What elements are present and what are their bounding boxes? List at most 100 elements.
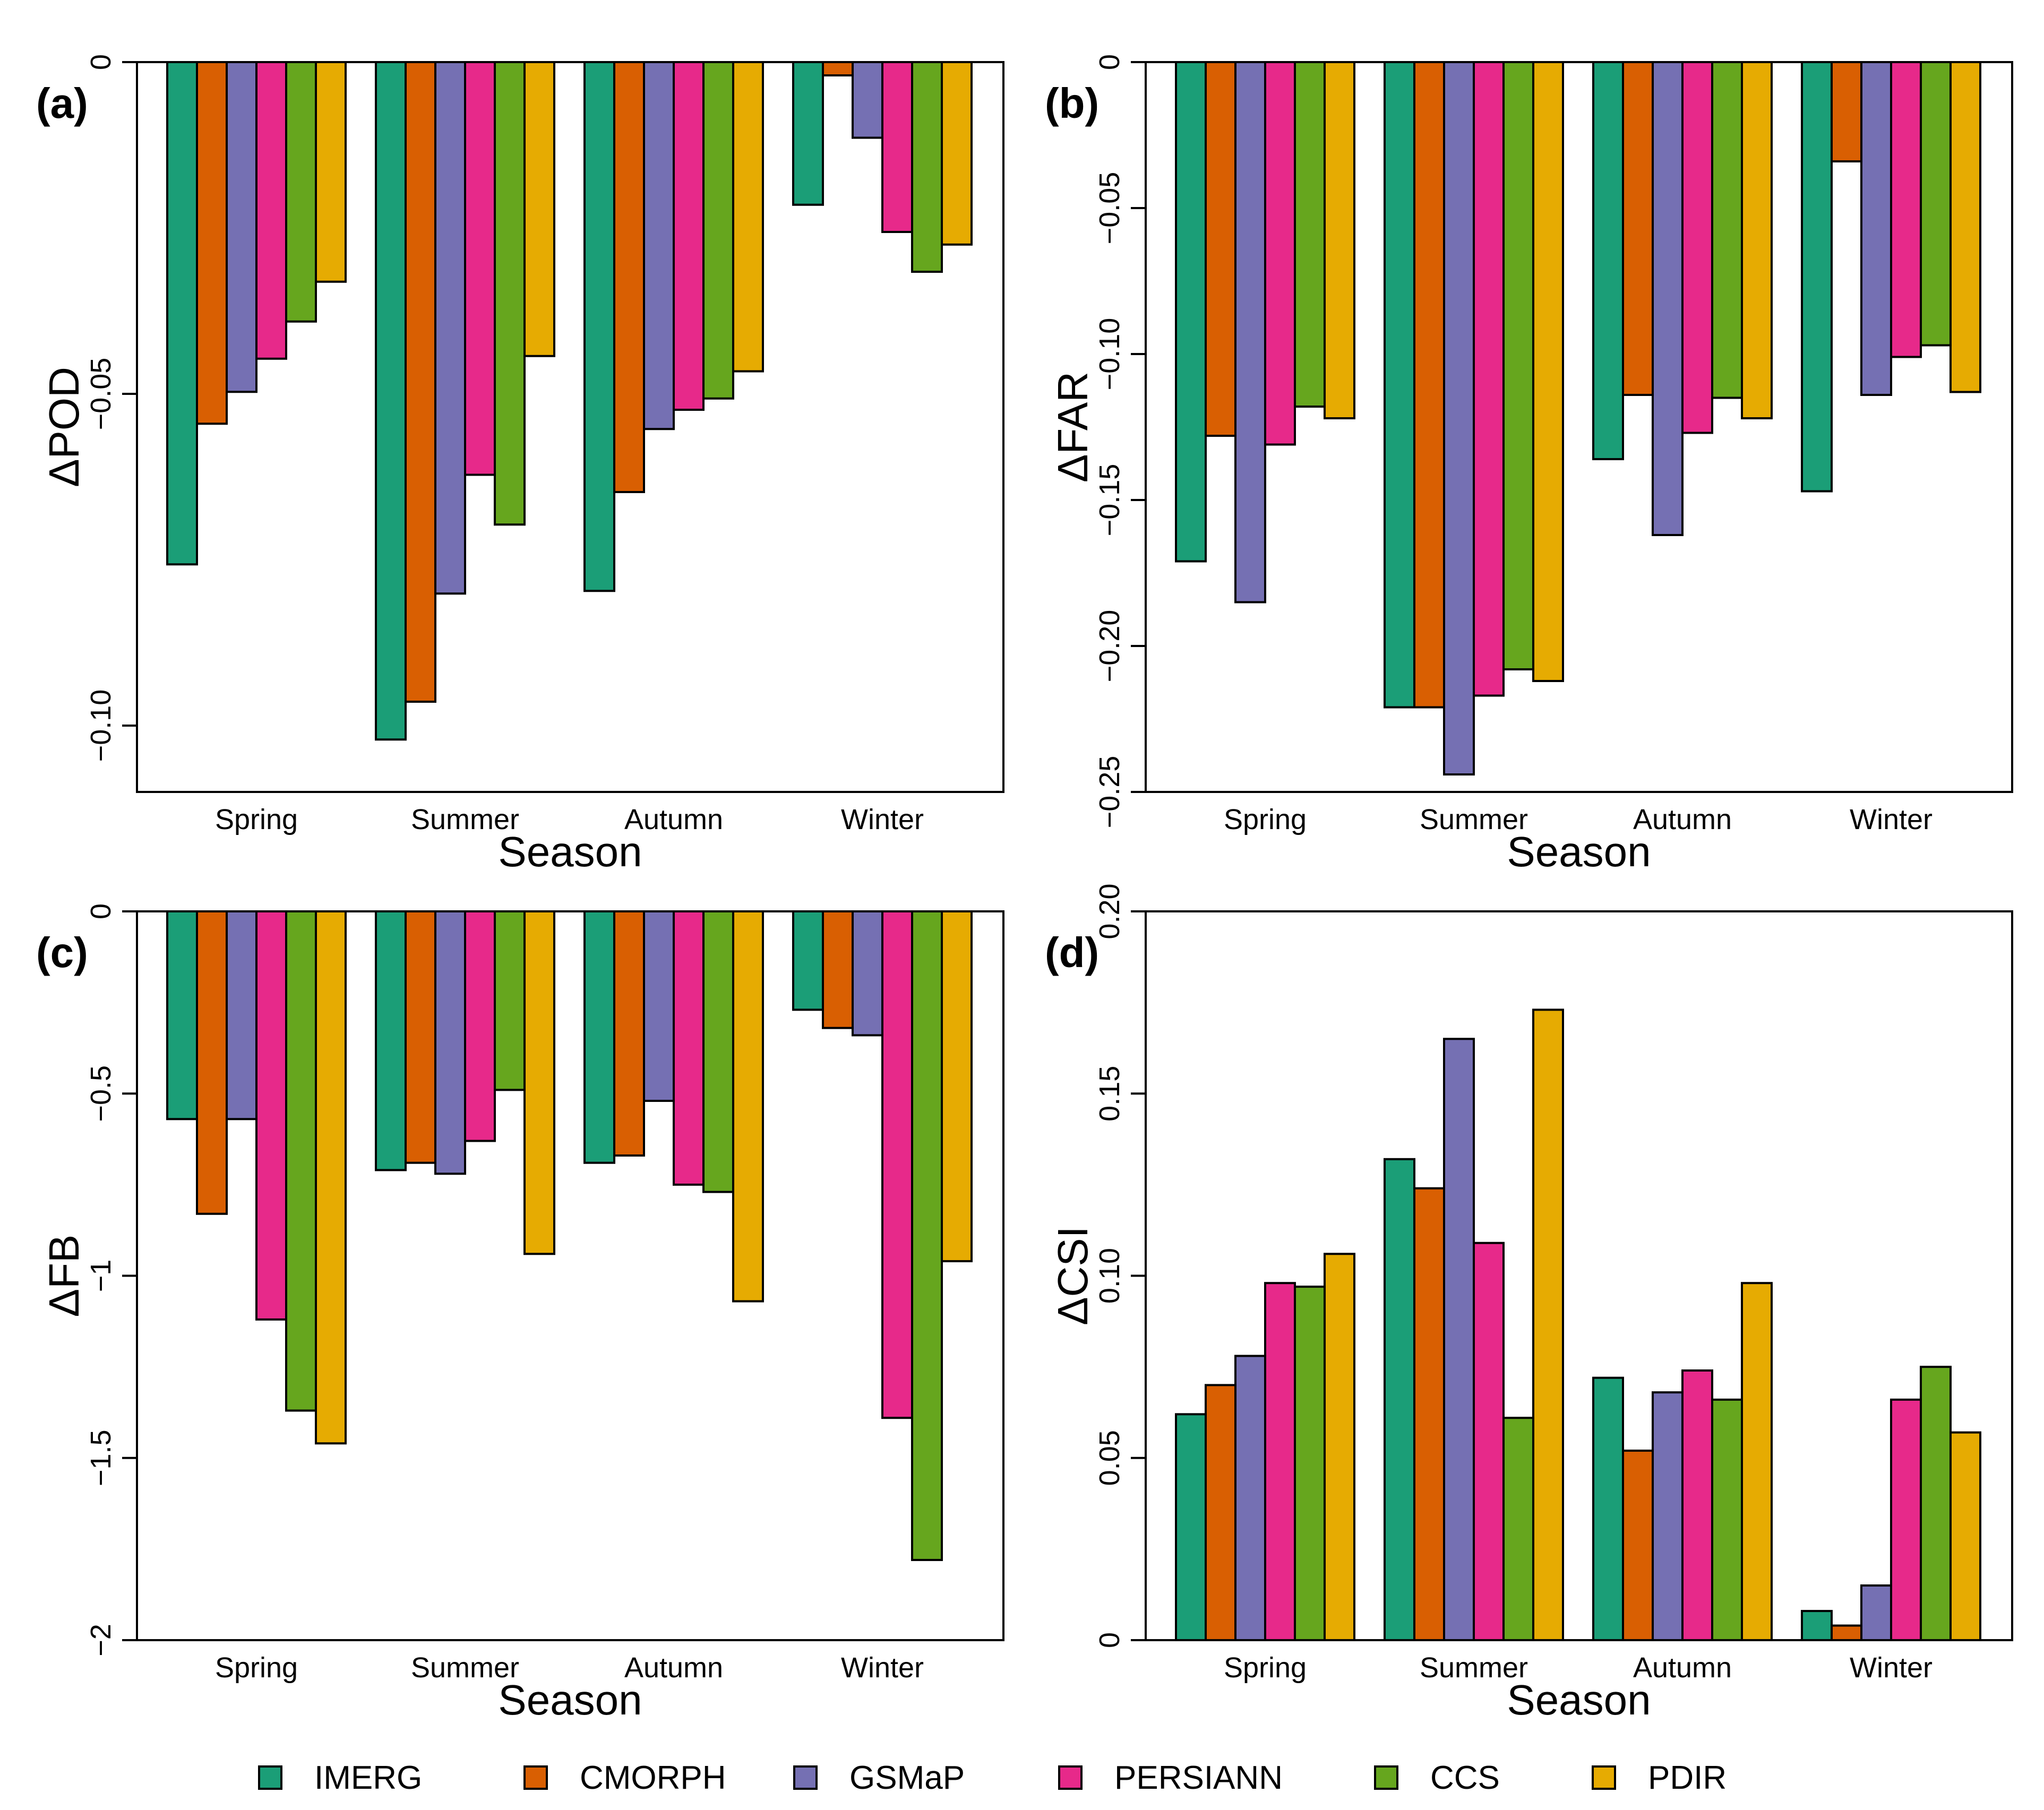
bar-ccs-summer <box>494 910 526 1091</box>
y-tick-label: −1.5 <box>85 1429 117 1486</box>
y-tick-label: −0.10 <box>1094 318 1126 391</box>
bar-cmorph-spring <box>1205 1384 1236 1641</box>
panel-d: 0 0.05 0.10 0.15 0.20 Spring Summer Autumn Winte… <box>1045 883 2013 1723</box>
bar-persiann-spring <box>255 61 287 360</box>
y-tick-label: 0.20 <box>1094 883 1126 939</box>
bar-ccs-autumn <box>1711 1398 1743 1641</box>
legend-swatch-persiann <box>1058 1765 1083 1790</box>
x-tick-label: Spring <box>1224 804 1307 835</box>
bar-persiann-winter <box>881 61 913 233</box>
x-tick-label: Summer <box>1420 804 1528 835</box>
x-axis-title: Season <box>498 828 642 875</box>
bar-imerg-winter <box>792 910 824 1011</box>
legend: IMERG CMORPH GSMaP PERSIANN CCS PDIR <box>258 1760 1727 1796</box>
x-tick-label: Summer <box>1420 1652 1528 1684</box>
legend-swatch-pdir <box>1592 1765 1616 1790</box>
x-tick-label: Autumn <box>624 804 723 835</box>
bar-gsmap-autumn <box>1652 61 1684 536</box>
bar-ccs-spring <box>1294 1286 1326 1641</box>
bar-gsmap-summer <box>1443 1038 1475 1641</box>
x-axis-title: Season <box>1507 828 1651 875</box>
x-axis-title: Season <box>498 1676 642 1723</box>
y-tick-label: 0.05 <box>1094 1430 1126 1486</box>
bar-persiann-winter <box>1890 1398 1922 1641</box>
bar-pdir-summer <box>1532 1009 1564 1641</box>
bar-imerg-summer <box>375 61 407 741</box>
bar-cmorph-winter <box>822 61 854 76</box>
bar-imerg-autumn <box>583 910 615 1164</box>
bar-pdir-spring <box>315 910 347 1445</box>
bar-ccs-spring <box>285 910 317 1412</box>
bar-pdir-summer <box>523 61 555 357</box>
x-tick-label: Spring <box>1224 1652 1307 1684</box>
bar-cmorph-spring <box>196 910 228 1215</box>
bar-imerg-autumn <box>1592 1376 1624 1641</box>
bar-gsmap-summer <box>434 61 466 595</box>
bar-ccs-winter <box>1920 1366 1952 1641</box>
y-tick-label: −0.20 <box>1094 610 1126 683</box>
bar-imerg-summer <box>1384 61 1415 709</box>
legend-label-cmorph: CMORPH <box>580 1760 726 1796</box>
y-tick-label: −0.25 <box>1094 756 1126 829</box>
plot-frame <box>136 61 1004 793</box>
bar-ccs-autumn <box>702 61 734 400</box>
bar-gsmap-winter <box>1860 1584 1892 1641</box>
y-tick-label: 0 <box>1094 54 1126 70</box>
bar-gsmap-autumn <box>1652 1391 1684 1641</box>
legend-swatch-cmorph <box>523 1765 548 1790</box>
x-tick-label: Summer <box>411 1652 519 1684</box>
y-axis-title: ΔCSI <box>1049 1226 1096 1325</box>
bar-persiann-summer <box>464 910 496 1142</box>
x-tick-label: Autumn <box>624 1652 723 1684</box>
x-tick-label: Winter <box>841 804 924 835</box>
bar-persiann-spring <box>1264 1282 1296 1641</box>
bar-ccs-autumn <box>1711 61 1743 399</box>
bar-persiann-autumn <box>673 910 705 1186</box>
x-tick-label: Spring <box>215 804 298 835</box>
panel-label: (d) <box>1045 929 1099 976</box>
bar-gsmap-autumn <box>643 910 675 1102</box>
bar-gsmap-spring <box>226 910 257 1121</box>
bar-cmorph-summer <box>1413 61 1445 709</box>
bar-gsmap-winter <box>852 61 883 139</box>
bar-cmorph-spring <box>196 61 228 425</box>
bar-ccs-summer <box>1502 61 1534 670</box>
legend-swatch-ccs <box>1374 1765 1398 1790</box>
legend-swatch-gsmap <box>793 1765 818 1790</box>
y-tick-label: 0.10 <box>1094 1248 1126 1304</box>
x-tick-label: Spring <box>215 1652 298 1684</box>
bar-pdir-autumn <box>1741 61 1773 419</box>
bar-persiann-autumn <box>1681 61 1713 434</box>
bar-ccs-summer <box>494 61 526 526</box>
bar-pdir-summer <box>523 910 555 1255</box>
y-tick-label: 0 <box>85 903 117 919</box>
plot-frame <box>1145 61 2013 793</box>
bar-imerg-winter <box>1801 1610 1833 1642</box>
y-tick-label: −0.5 <box>85 1065 117 1122</box>
y-tick-label: −2 <box>85 1624 117 1657</box>
bar-cmorph-winter <box>822 910 854 1029</box>
bar-gsmap-winter <box>1860 61 1892 396</box>
bar-ccs-autumn <box>702 910 734 1193</box>
bar-cmorph-autumn <box>613 910 645 1157</box>
bar-pdir-spring <box>1324 1253 1355 1642</box>
bar-persiann-autumn <box>673 61 705 411</box>
bar-gsmap-spring <box>1234 1355 1266 1641</box>
legend-label-gsmap: GSMaP <box>849 1760 965 1796</box>
bar-imerg-winter <box>1801 61 1833 493</box>
bar-pdir-winter <box>941 910 973 1263</box>
bar-persiann-winter <box>881 910 913 1419</box>
x-tick-label: Autumn <box>1633 1652 1732 1684</box>
bar-ccs-winter <box>911 61 943 273</box>
bar-cmorph-winter <box>1831 1624 1862 1642</box>
x-tick-label: Summer <box>411 804 519 835</box>
bar-imerg-spring <box>166 61 198 566</box>
bar-pdir-summer <box>1532 61 1564 682</box>
bar-persiann-summer <box>464 61 496 476</box>
x-tick-label: Winter <box>1850 1652 1933 1684</box>
bar-imerg-summer <box>1384 1158 1415 1642</box>
bar-cmorph-autumn <box>1622 1450 1654 1642</box>
bar-pdir-autumn <box>732 910 764 1303</box>
bar-cmorph-winter <box>1831 61 1862 162</box>
